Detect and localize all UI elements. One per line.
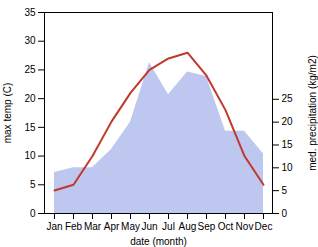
svg-text:date (month): date (month) <box>130 236 187 247</box>
svg-text:20: 20 <box>282 116 294 127</box>
svg-text:0: 0 <box>30 208 36 219</box>
svg-text:30: 30 <box>24 35 36 46</box>
svg-text:15: 15 <box>282 139 294 150</box>
svg-text:Jan: Jan <box>46 221 62 232</box>
svg-text:25: 25 <box>24 64 36 75</box>
svg-text:Feb: Feb <box>65 221 83 232</box>
svg-text:10: 10 <box>24 150 36 161</box>
svg-text:Apr: Apr <box>104 221 120 232</box>
svg-text:0: 0 <box>282 208 288 219</box>
svg-text:Nov: Nov <box>236 221 254 232</box>
svg-text:25: 25 <box>282 93 294 104</box>
svg-text:10: 10 <box>282 162 294 173</box>
svg-text:Aug: Aug <box>179 221 197 232</box>
svg-text:Jul: Jul <box>162 221 175 232</box>
svg-text:20: 20 <box>24 93 36 104</box>
svg-text:Dec: Dec <box>255 221 273 232</box>
svg-text:Sep: Sep <box>198 221 216 232</box>
svg-text:Jun: Jun <box>141 221 157 232</box>
svg-text:max temp (C): max temp (C) <box>2 83 13 144</box>
svg-text:5: 5 <box>282 185 288 196</box>
svg-text:Oct: Oct <box>218 221 234 232</box>
svg-text:Mar: Mar <box>84 221 102 232</box>
svg-text:15: 15 <box>24 122 36 133</box>
svg-text:med. precipitation (kg/m2): med. precipitation (kg/m2) <box>307 55 318 171</box>
svg-text:May: May <box>121 221 140 232</box>
svg-text:5: 5 <box>30 179 36 190</box>
svg-text:35: 35 <box>24 7 36 18</box>
